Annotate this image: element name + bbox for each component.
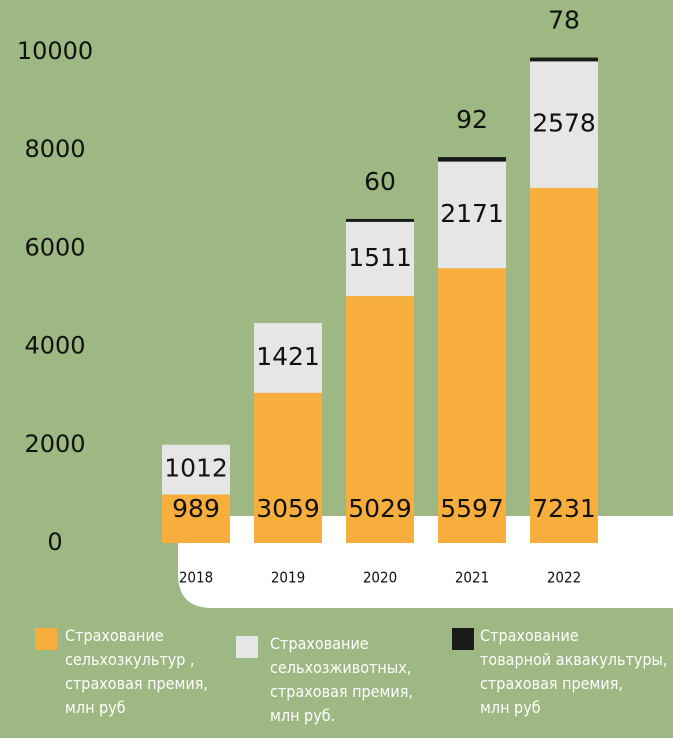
bar-segment (346, 221, 414, 297)
bar-segment (346, 218, 414, 222)
x-tick-label: 2018 (179, 569, 213, 587)
y-tick-label: 0 (47, 528, 62, 556)
legend-label: Страхование товарной аквакультуры, страх… (480, 626, 668, 717)
legend-swatch (236, 636, 258, 658)
bar-segment (438, 161, 506, 269)
legend-swatch (35, 628, 57, 650)
value-label: 2171 (440, 199, 504, 228)
bar-segment (346, 296, 414, 543)
bar-segment (254, 392, 322, 543)
value-label: 7231 (532, 494, 596, 523)
legend-label: Страхование сельхозкультур , страховая п… (65, 626, 208, 717)
value-label: 60 (364, 167, 396, 196)
x-tick-label: 2020 (363, 569, 397, 587)
bar-segment (438, 268, 506, 543)
value-label: 989 (172, 494, 220, 523)
value-label: 1421 (256, 342, 320, 371)
y-tick-label: 8000 (24, 135, 85, 163)
value-label: 1012 (164, 454, 228, 483)
bar-segment (530, 187, 598, 544)
value-label: 5597 (440, 494, 504, 523)
value-label: 5029 (348, 494, 412, 523)
x-tick-label: 2021 (455, 569, 489, 587)
value-label: 78 (548, 6, 580, 35)
bar-segment (162, 444, 230, 495)
y-tick-label: 2000 (24, 430, 85, 458)
bar-segment (530, 61, 598, 188)
y-tick-label: 10000 (17, 37, 93, 65)
legend-swatch (452, 628, 474, 650)
bar-segment (438, 157, 506, 162)
bar-segment (530, 57, 598, 62)
value-label: 92 (456, 105, 488, 134)
bar-segment (254, 323, 322, 393)
x-tick-label: 2019 (271, 569, 305, 587)
value-label: 2578 (532, 109, 596, 138)
axis-panel (178, 516, 673, 608)
value-label: 3059 (256, 494, 320, 523)
y-tick-label: 6000 (24, 233, 85, 261)
bar-segment (162, 494, 230, 543)
value-label: 1511 (348, 243, 412, 272)
y-tick-label: 4000 (24, 332, 85, 360)
x-tick-label: 2022 (547, 569, 581, 587)
legend-label: Страхование сельхозживотных, страховая п… (270, 634, 413, 725)
